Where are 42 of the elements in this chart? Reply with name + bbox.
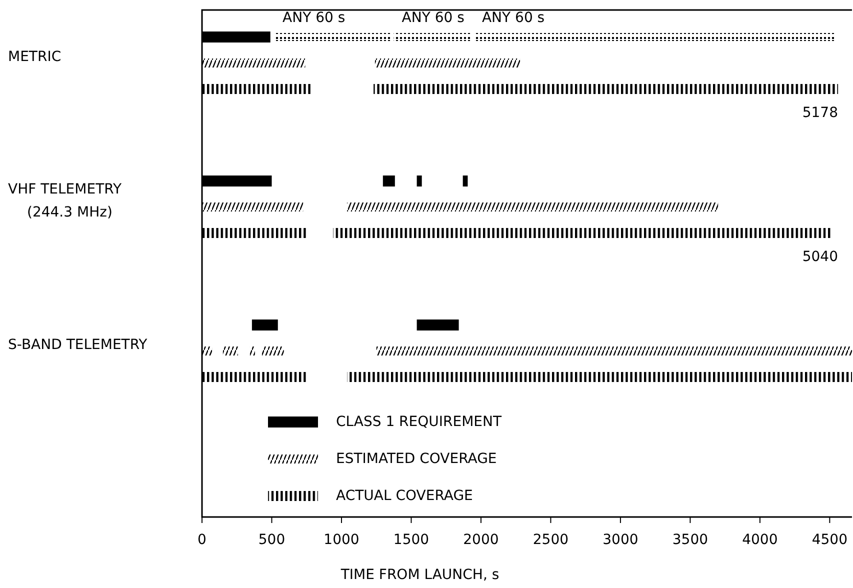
x-tick-label: 4000 bbox=[742, 532, 778, 548]
x-axis-title: TIME FROM LAUNCH, s bbox=[340, 567, 500, 583]
legend-label: ACTUAL COVERAGE bbox=[336, 488, 473, 504]
legend-label: CLASS 1 REQUIREMENT bbox=[336, 414, 502, 430]
annotation: ANY 60 s bbox=[402, 10, 464, 26]
x-tick-label: 1500 bbox=[393, 532, 430, 548]
bar bbox=[333, 228, 832, 238]
bar bbox=[374, 58, 520, 68]
y-tick-label: METRIC bbox=[8, 48, 62, 65]
bar bbox=[250, 346, 256, 356]
bar bbox=[202, 346, 212, 356]
legend-label: ESTIMATED COVERAGE bbox=[336, 450, 497, 467]
x-tick-label: 3500 bbox=[672, 532, 708, 548]
bar bbox=[202, 202, 304, 212]
x-tick-label: 4500 bbox=[812, 532, 848, 548]
bar bbox=[347, 202, 718, 212]
bar bbox=[374, 84, 838, 94]
bar bbox=[202, 228, 307, 238]
bar bbox=[462, 176, 468, 186]
bar bbox=[347, 372, 852, 382]
y-tick-label: S-BAND TELEMETRY bbox=[8, 336, 148, 353]
annotation: ANY 60 s bbox=[482, 10, 545, 26]
bar bbox=[262, 346, 284, 356]
x-tick-label: 2500 bbox=[532, 532, 569, 548]
bar bbox=[252, 320, 278, 330]
bar bbox=[202, 372, 306, 382]
bar bbox=[382, 176, 395, 186]
annotation: 5178 bbox=[802, 105, 838, 121]
annotation: 5040 bbox=[802, 249, 838, 265]
bar bbox=[376, 346, 852, 356]
bar bbox=[416, 320, 459, 330]
bar bbox=[222, 346, 238, 356]
bar bbox=[202, 84, 311, 94]
bar bbox=[202, 58, 306, 68]
x-tick-label: 2000 bbox=[463, 532, 499, 548]
bar bbox=[416, 176, 422, 186]
x-tick-label: 0 bbox=[198, 532, 206, 548]
annotation: ANY 60 s bbox=[282, 10, 346, 26]
y-tick-label: VHF TELEMETRY (244.3 MHz) bbox=[8, 181, 122, 220]
x-tick-label: 1000 bbox=[324, 532, 360, 548]
x-tick-label: 500 bbox=[258, 532, 286, 548]
x-tick-label: 3000 bbox=[602, 532, 638, 548]
